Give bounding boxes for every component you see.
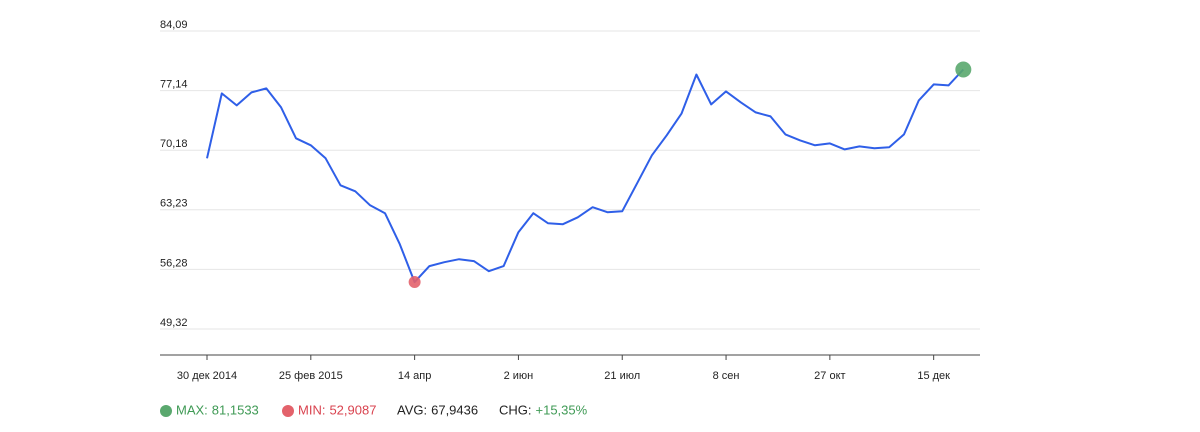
plot-area: 49,32 56,28 63,23 70,18 77,14 84,09 30 дек 201… <box>160 19 980 382</box>
stat-dot <box>160 405 172 417</box>
x-tick-label: 27 окт <box>814 370 845 382</box>
y-tick-label: 63,23 <box>160 198 188 210</box>
x-tick-label: 30 дек 2014 <box>177 370 237 382</box>
stat-label: CHG: <box>499 402 532 417</box>
price-line <box>206 68 965 284</box>
y-tick-label: 49,32 <box>160 317 188 329</box>
x-tick-label: 14 апр <box>398 370 431 382</box>
stat-value: 67,9436 <box>431 402 478 417</box>
stat-dot <box>282 405 294 417</box>
stats-row: MAX: 81,1533 MIN: 52,9087 AVG: 67,9436 CHG: +15… <box>160 402 588 417</box>
stat-value: 81,1533 <box>212 402 259 417</box>
stat-label: MAX: <box>176 402 208 417</box>
max-marker <box>955 61 972 78</box>
stat-label: MIN: <box>298 402 325 417</box>
y-tick-label: 77,14 <box>160 78 188 90</box>
stat-value: 52,9087 <box>329 402 376 417</box>
min-marker <box>408 276 421 289</box>
x-tick-label: 8 сен <box>713 370 740 382</box>
stat-label: AVG: <box>397 402 427 417</box>
y-tick-label: 70,18 <box>160 138 188 150</box>
y-tick-label: 56,28 <box>160 257 188 269</box>
y-tick-label: 84,09 <box>160 19 188 31</box>
x-tick-label: 15 дек <box>917 370 950 382</box>
x-tick-label: 2 июн <box>504 370 534 382</box>
x-tick-label: 21 июл <box>604 370 640 382</box>
stat-value: +15,35% <box>536 402 588 417</box>
x-tick-label: 25 фев 2015 <box>279 370 343 382</box>
